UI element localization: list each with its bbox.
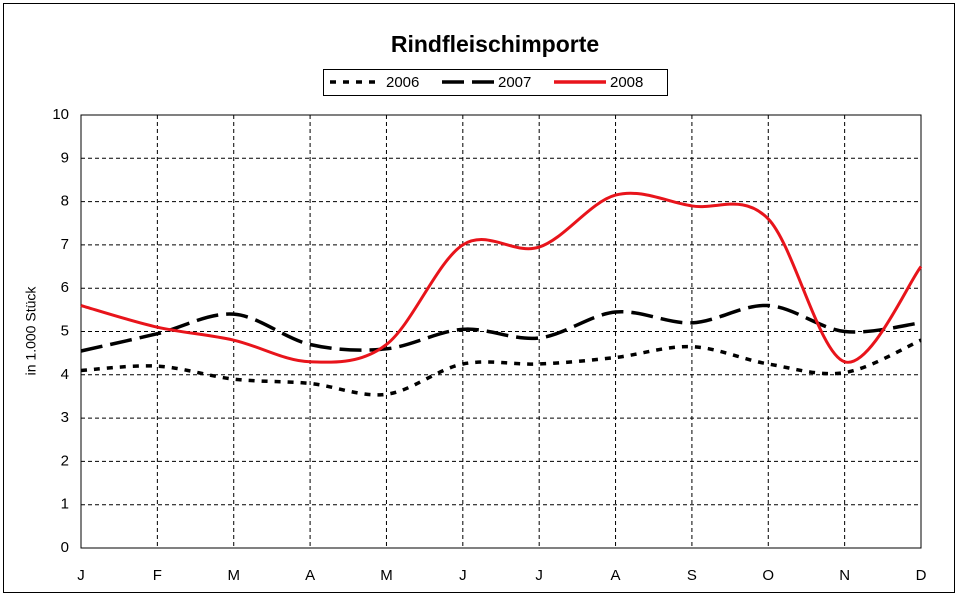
legend-box [323,69,668,96]
x-tick-label: F [153,567,162,584]
y-tick-label: 3 [61,409,69,426]
y-tick-label: 7 [61,236,69,253]
series-line [80,338,922,397]
y-tick-label: 10 [52,106,69,123]
x-tick-label: J [535,567,543,584]
y-tick-label: 5 [61,322,69,339]
x-tick-label: A [305,567,315,584]
legend-label: 2006 [386,74,419,91]
legend-label: 2007 [498,74,531,91]
series-line [80,303,922,353]
x-tick-label: A [611,567,621,584]
x-tick-label: O [762,567,774,584]
y-axis-label: in 1.000 Stück [23,286,39,376]
y-tick-label: 4 [61,366,69,383]
y-tick-label: 9 [61,149,69,166]
y-tick-label: 0 [61,539,69,556]
x-tick-label: S [687,567,697,584]
x-tick-label: J [459,567,467,584]
series-line [80,191,923,364]
y-tick-label: 8 [61,193,69,210]
x-tick-label: M [227,567,240,584]
chart-title: Rindfleischimporte [391,31,599,57]
chart-border [3,3,955,593]
x-tick-label: D [916,567,927,584]
legend-label: 2008 [610,74,643,91]
y-tick-label: 1 [61,496,69,513]
y-tick-label: 6 [61,279,69,296]
y-tick-label: 2 [61,452,69,469]
x-tick-label: J [77,567,85,584]
x-tick-label: M [380,567,393,584]
plot-border [80,114,922,549]
x-tick-label: N [839,567,850,584]
